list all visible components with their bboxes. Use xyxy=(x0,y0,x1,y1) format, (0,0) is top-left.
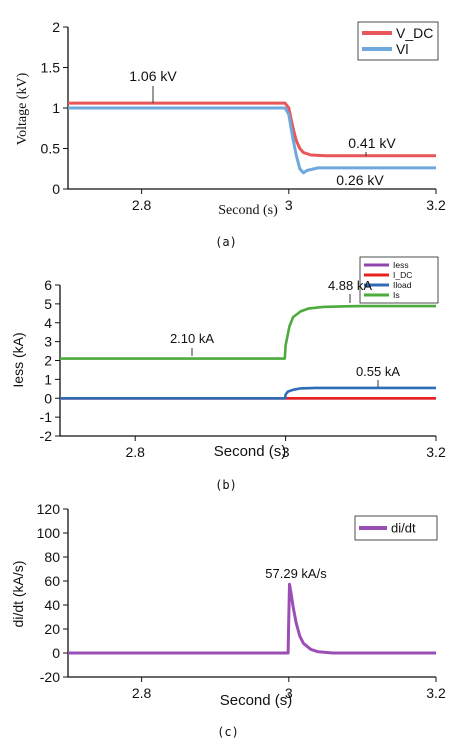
series-line-v-dc xyxy=(68,101,436,158)
panel-c-xtick-label: 2.8 xyxy=(132,685,152,701)
annotation-1-06kv: 1.06 kV xyxy=(129,68,177,84)
panel-a-lines xyxy=(68,101,436,175)
legend-label-iess: Iess xyxy=(393,260,409,270)
panel-b-xtick-label: 3 xyxy=(282,444,290,460)
panel-b-ytick-label: 1 xyxy=(44,371,52,387)
panel-b-ytick-label: 4 xyxy=(44,315,52,331)
panel-a-caption: (a) xyxy=(215,235,237,249)
panel-b-caption: (b) xyxy=(215,478,237,492)
legend-label-vl: Vl xyxy=(396,41,408,57)
panel-c-caption: (c) xyxy=(217,725,239,739)
panel-c-xtick-label: 3 xyxy=(285,685,293,701)
legend-label-is: Is xyxy=(393,290,400,300)
legend-label-iload: Iload xyxy=(393,280,412,290)
panel-a-xtick-label: 3.2 xyxy=(426,197,446,213)
panel-c: -20 0 20 40 60 80 100 120 2.8 3 3.2 di/dt Second (… xyxy=(10,501,446,739)
legend-label-v-dc: V_DC xyxy=(396,25,433,41)
panel-c-ytick-label: 0 xyxy=(52,645,60,661)
annotation-2-10ka: 2.10 kA xyxy=(170,331,214,346)
annotation-0-41kv: 0.41 kV xyxy=(348,135,396,151)
panel-a-ytick-label: 0.5 xyxy=(41,141,61,157)
panel-a-ticks: 0 0.5 1 1.5 2 2.8 3 3.2 xyxy=(41,19,446,213)
panel-a-xlabel: Second (s) xyxy=(218,203,278,218)
panel-c-legend: di/dt xyxy=(354,515,438,541)
panel-b-xlabel: Second (s) xyxy=(214,443,287,460)
panel-a-xtick-label: 2.8 xyxy=(132,197,152,213)
annotation-0-26kv: 0.26 kV xyxy=(336,172,384,188)
panel-b-xtick-label: 2.8 xyxy=(125,444,145,460)
panel-a-ytick-label: 2 xyxy=(52,19,60,35)
panel-c-ylabel: di/dt (kA/s) xyxy=(10,561,26,628)
panel-a-ytick-label: 1 xyxy=(52,100,60,116)
panel-b-ytick-label: -1 xyxy=(40,409,53,425)
panel-b-ytick-label: 6 xyxy=(44,277,52,293)
panel-b-ytick-label: -2 xyxy=(40,428,53,444)
panel-b-ticks: -2 -1 0 1 2 3 4 5 6 2.8 3 3.2 xyxy=(40,277,446,460)
series-line-di-dt xyxy=(68,582,436,655)
panel-c-ytick-label: 60 xyxy=(44,573,60,589)
series-line-iload xyxy=(60,386,436,400)
panel-c-ytick-label: 100 xyxy=(37,525,61,541)
panel-c-ytick-label: 120 xyxy=(37,501,61,517)
panel-a-ylabel: Voltage (kV) xyxy=(15,72,30,145)
panel-b-ytick-label: 0 xyxy=(44,390,52,406)
panel-c-axes xyxy=(67,509,436,678)
panel-b-ylabel: Iess (kA) xyxy=(10,332,26,387)
panel-a-legend-box xyxy=(357,21,439,61)
panel-c-xlabel: Second (s) xyxy=(220,692,293,709)
panel-c-ticks: -20 0 20 40 60 80 100 120 2.8 3 3.2 xyxy=(37,501,446,701)
legend-label-i-dc: I_DC xyxy=(393,270,412,280)
annotation-57-29kas: 57.29 kA/s xyxy=(265,566,327,581)
panel-c-ytick-label: 80 xyxy=(44,549,60,565)
panel-a-ytick-label: 0 xyxy=(52,181,60,197)
panel-c-xtick-label: 3.2 xyxy=(426,685,446,701)
annotation-0-55ka: 0.55 kA xyxy=(356,364,400,379)
panel-b-ytick-label: 2 xyxy=(44,353,52,369)
panel-b-ytick-label: 3 xyxy=(44,334,52,350)
panel-a-ytick-label: 1.5 xyxy=(41,60,61,76)
panel-b-ytick-label: 5 xyxy=(44,296,52,312)
panel-b-lines xyxy=(60,304,436,400)
panel-c-ytick-label: 40 xyxy=(44,597,60,613)
annotation-4-88ka: 4.88 kA xyxy=(328,278,372,293)
panel-b-xtick-label: 3.2 xyxy=(426,444,446,460)
series-line-vl xyxy=(68,106,436,175)
panel-c-lines xyxy=(68,582,436,655)
panel-b-axes xyxy=(59,285,436,437)
legend-label-di-dt: di/dt xyxy=(391,521,416,536)
panel-c-ytick-label: 20 xyxy=(44,621,60,637)
series-line-is xyxy=(60,304,436,360)
panel-c-ytick-label: -20 xyxy=(40,669,60,685)
panel-a-xtick-label: 3 xyxy=(285,197,293,213)
